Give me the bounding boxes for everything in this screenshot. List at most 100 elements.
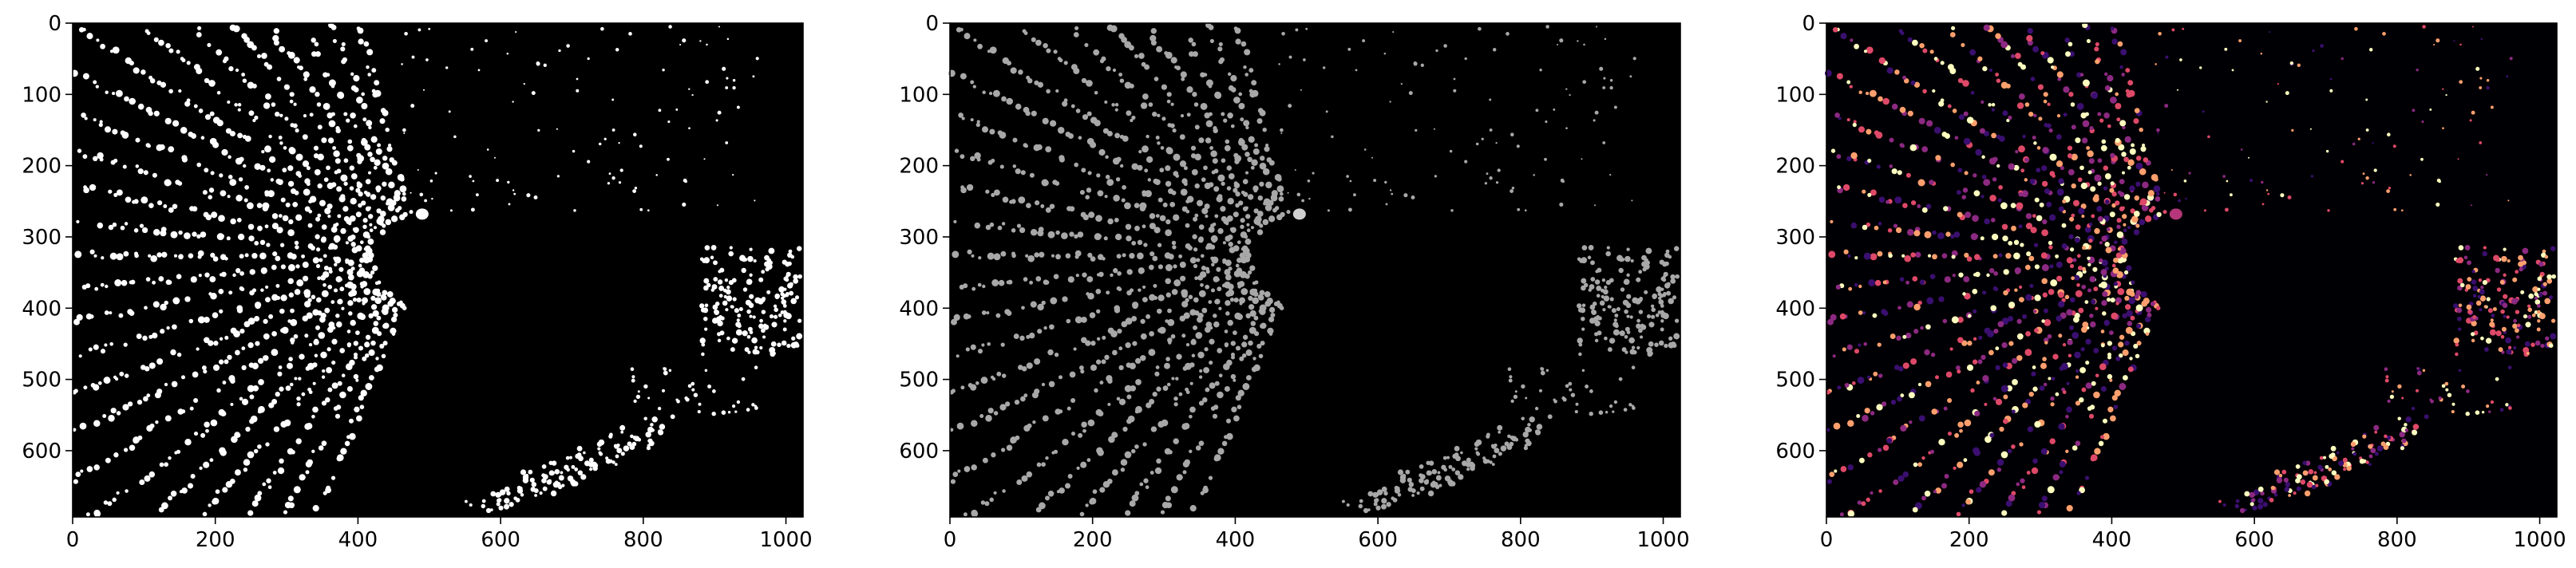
spot	[1118, 33, 1124, 38]
spot	[1450, 150, 1452, 152]
spot	[1878, 448, 1882, 452]
spot	[1957, 190, 1961, 195]
spot	[2385, 375, 2388, 378]
spot	[1126, 235, 1131, 241]
spot	[648, 439, 653, 444]
spot	[295, 241, 299, 245]
spot	[2442, 89, 2443, 90]
spot	[1622, 347, 1627, 352]
spot	[669, 369, 671, 372]
spot	[1239, 302, 1242, 305]
spot	[2513, 319, 2517, 323]
spot	[228, 66, 233, 71]
spot	[1355, 69, 1358, 72]
spot	[725, 308, 728, 311]
spot	[1995, 346, 1999, 350]
spot	[113, 193, 117, 197]
spot	[2039, 502, 2045, 508]
spot	[309, 86, 315, 93]
spot	[2126, 289, 2133, 296]
spot	[1950, 163, 1955, 168]
spot	[337, 456, 342, 462]
spot	[2111, 181, 2115, 185]
spot	[986, 225, 991, 231]
spot	[149, 471, 156, 478]
spot	[1910, 358, 1917, 365]
spot	[1211, 406, 1216, 411]
spot	[994, 253, 1001, 260]
spot	[2288, 195, 2292, 199]
spot	[978, 256, 981, 259]
spot	[1996, 135, 2000, 139]
spot	[1896, 227, 1901, 233]
spot	[402, 128, 406, 132]
spot	[1260, 305, 1267, 312]
spot	[209, 276, 216, 282]
spot	[2129, 185, 2135, 191]
spot	[2093, 286, 2098, 291]
spot	[1288, 192, 1289, 194]
spot	[1614, 314, 1618, 318]
spot	[280, 294, 287, 301]
spot	[1367, 491, 1373, 497]
spot	[2127, 226, 2131, 229]
spot	[158, 276, 164, 282]
spot	[497, 502, 501, 506]
spot	[2110, 97, 2117, 104]
spot	[2489, 321, 2495, 327]
spot	[288, 264, 295, 271]
spot	[2293, 491, 2297, 495]
spot	[2500, 280, 2505, 285]
spot	[1632, 365, 1636, 369]
spot	[1953, 467, 1956, 470]
spot	[328, 137, 334, 143]
spot	[530, 487, 535, 491]
spot	[1973, 337, 1977, 341]
spot	[2392, 390, 2394, 392]
spot	[1131, 164, 1138, 170]
spot	[2505, 337, 2511, 344]
spot	[1501, 445, 1507, 452]
spot	[2455, 258, 2460, 263]
spot	[178, 89, 181, 93]
spot	[1614, 318, 1617, 321]
spot	[1173, 154, 1181, 161]
spot	[2129, 357, 2132, 360]
spot	[2057, 188, 2064, 195]
spot	[701, 353, 704, 356]
spot	[1612, 308, 1616, 313]
spot	[287, 319, 291, 323]
spot	[1943, 206, 1948, 211]
spot	[554, 469, 560, 475]
spot	[968, 383, 973, 388]
spot	[571, 479, 576, 484]
spot	[2126, 266, 2131, 271]
spot	[1249, 327, 1256, 334]
spot	[1156, 136, 1160, 140]
spot	[611, 99, 614, 101]
spot	[2048, 377, 2051, 380]
spot	[1858, 500, 1862, 504]
spot	[1101, 57, 1106, 61]
spot	[288, 147, 295, 153]
spot	[204, 337, 210, 344]
spot	[374, 297, 382, 304]
x-tick-label: 400	[2092, 528, 2132, 552]
spot	[704, 327, 707, 330]
spot	[756, 57, 759, 60]
spot	[2123, 223, 2126, 227]
spot	[2050, 154, 2057, 161]
spot	[650, 423, 654, 427]
spot	[753, 315, 756, 318]
spot	[2047, 103, 2050, 106]
spot	[2486, 338, 2491, 344]
spot	[764, 255, 770, 261]
spot	[2044, 319, 2051, 326]
spot	[1973, 360, 1977, 365]
spot	[1141, 333, 1147, 340]
spot	[386, 146, 392, 152]
spot	[2115, 357, 2120, 361]
spot	[1011, 254, 1016, 258]
y-tick-label: 300	[22, 226, 61, 250]
spot	[1583, 44, 1585, 46]
